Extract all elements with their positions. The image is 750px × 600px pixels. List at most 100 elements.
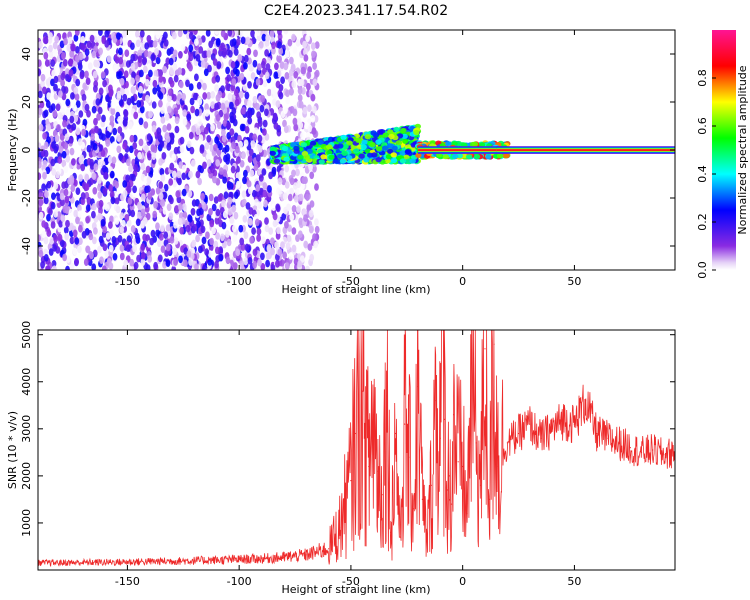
heatmap-cell xyxy=(55,135,60,143)
heatmap-cell xyxy=(229,216,234,224)
heatmap-cell xyxy=(46,214,51,222)
heatmap-cell xyxy=(177,171,182,179)
heatmap-cell xyxy=(270,30,275,38)
heatmap-cell xyxy=(217,194,222,202)
heatmap-cell xyxy=(39,250,44,258)
heatmap-cell xyxy=(78,138,83,146)
heatmap-cell xyxy=(108,184,113,192)
heatmap-cell xyxy=(226,257,231,265)
heatmap-cell xyxy=(51,103,56,111)
heatmap-cell xyxy=(38,91,43,99)
heatmap-cell xyxy=(110,115,115,123)
heatmap-cell xyxy=(320,154,326,159)
snr-point xyxy=(529,424,530,425)
heatmap-cell xyxy=(160,168,165,176)
heatmap-cell xyxy=(264,109,269,117)
heatmap-cell xyxy=(109,77,114,85)
heatmap-cell xyxy=(256,234,261,242)
heatmap-cell xyxy=(266,63,271,71)
y-tick-label: 2000 xyxy=(20,462,33,490)
heatmap-cell xyxy=(197,82,202,90)
heatmap-cell xyxy=(359,154,365,159)
snr-point xyxy=(467,513,468,514)
heatmap-cell xyxy=(123,190,128,198)
heatmap-cell xyxy=(231,78,236,86)
heatmap-cell xyxy=(224,191,229,199)
heatmap-cell xyxy=(210,166,215,174)
heatmap-cell xyxy=(75,55,80,63)
heatmap-cell xyxy=(118,235,123,243)
heatmap-cell xyxy=(341,151,347,156)
heatmap-cell xyxy=(251,227,256,235)
y-tick-label: 40 xyxy=(20,47,33,61)
heatmap-cell xyxy=(264,49,269,57)
heatmap-cell xyxy=(217,122,222,130)
heatmap-cell xyxy=(56,124,61,132)
heatmap-cell xyxy=(102,226,107,234)
heatmap-cell xyxy=(48,45,53,53)
snr-point xyxy=(552,428,553,429)
snr-point xyxy=(449,475,450,476)
heatmap-cell xyxy=(187,250,192,258)
heatmap-cell xyxy=(251,72,256,80)
heatmap-cell xyxy=(139,118,144,126)
heatmap-cell xyxy=(383,132,389,137)
heatmap-cell xyxy=(232,225,237,233)
snr-point xyxy=(596,433,597,434)
heatmap-cell xyxy=(168,178,173,186)
heatmap-cell xyxy=(106,232,111,240)
heatmap-cell xyxy=(196,128,201,136)
heatmap-cell xyxy=(222,48,227,56)
heatmap-cell xyxy=(147,133,152,141)
heatmap-cell xyxy=(285,90,290,98)
heatmap-cell xyxy=(116,206,121,214)
heatmap-cell xyxy=(235,69,240,77)
heatmap-cell xyxy=(312,127,317,135)
heatmap-cell xyxy=(252,261,257,269)
heatmap-cell xyxy=(87,266,92,274)
heatmap-cell xyxy=(301,67,306,75)
heatmap-cell xyxy=(244,139,249,147)
heatmap-cell xyxy=(188,215,193,223)
heatmap-cell xyxy=(132,245,137,253)
heatmap-cell xyxy=(64,196,69,204)
heatmap-cell xyxy=(319,159,325,164)
heatmap-cell xyxy=(85,48,90,56)
snr-point xyxy=(498,466,499,467)
heatmap-cell xyxy=(222,222,227,230)
heatmap-cell xyxy=(259,174,264,182)
heatmap-cell xyxy=(93,118,98,126)
heatmap-cell xyxy=(137,202,142,210)
heatmap-cell xyxy=(67,177,72,185)
heatmap-cell xyxy=(263,80,268,88)
heatmap-cell xyxy=(261,236,266,244)
heatmap-cell xyxy=(410,159,416,164)
heatmap-cell xyxy=(222,135,227,143)
heatmap-cell xyxy=(294,195,299,203)
heatmap-cell xyxy=(41,220,46,228)
heatmap-cell xyxy=(133,164,138,172)
heatmap-cell xyxy=(193,224,198,232)
heatmap-cell xyxy=(194,74,199,82)
heatmap-cell xyxy=(266,252,271,260)
snr-point xyxy=(507,442,508,443)
heatmap-cell xyxy=(140,30,145,38)
x-tick-label: 50 xyxy=(567,275,581,288)
heatmap-cell xyxy=(80,164,85,172)
heatmap-cell xyxy=(393,127,399,132)
heatmap-cell xyxy=(63,142,68,150)
heatmap-cell xyxy=(250,30,255,38)
heatmap-cell xyxy=(308,163,313,171)
heatmap-cell xyxy=(162,125,167,133)
heatmap-cell xyxy=(181,93,186,101)
heatmap-cell xyxy=(84,258,89,266)
heatmap-cell xyxy=(216,209,221,217)
snr-point xyxy=(283,557,284,558)
heatmap-cell xyxy=(241,37,246,45)
heatmap-cell xyxy=(177,67,182,75)
heatmap-cell xyxy=(84,71,89,79)
heatmap-cell xyxy=(160,224,165,232)
y-tick-label: 1000 xyxy=(20,509,33,537)
heatmap-cell xyxy=(205,231,210,239)
heatmap-cell xyxy=(210,91,215,99)
